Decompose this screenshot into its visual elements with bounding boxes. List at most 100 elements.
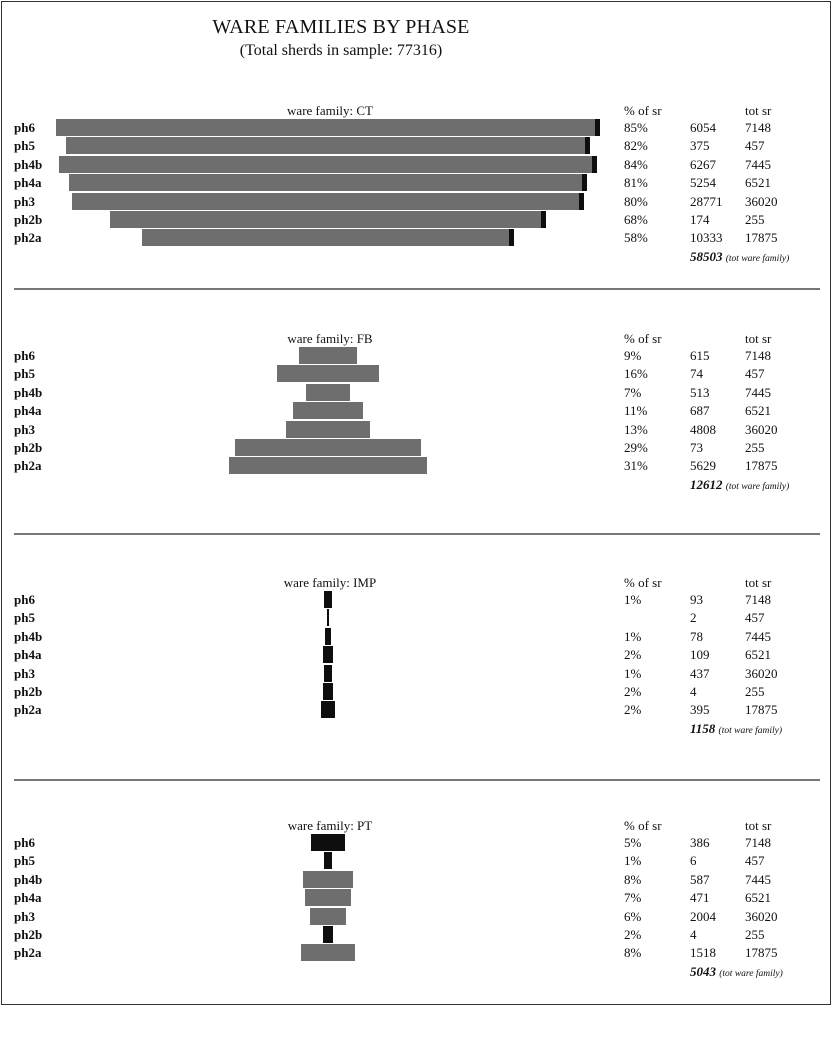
tot-value: 255	[745, 212, 765, 227]
phase-label: ph6	[14, 835, 35, 850]
pct-value: 7%	[624, 384, 642, 400]
phase-label: ph4b	[14, 384, 43, 400]
family-total-note: (tot ware family)	[719, 968, 783, 979]
bar-mark	[324, 664, 332, 682]
phase-label: ph6	[14, 120, 35, 135]
bar-mark	[59, 155, 597, 173]
phase-label: ph4a	[14, 403, 42, 419]
pct-value: 31%	[624, 458, 648, 474]
phase-label: ph2b	[14, 927, 43, 942]
pct-value: 1%	[624, 592, 642, 607]
bar-mark	[302, 870, 354, 888]
bar-mark	[286, 420, 370, 438]
tot-column-header: tot sr	[745, 103, 772, 118]
phase-label: ph2a	[14, 230, 42, 246]
tot-value: 6521	[745, 403, 771, 419]
count-value: 513	[690, 384, 710, 400]
phase-label: ph5	[14, 853, 35, 869]
tot-value: 7445	[745, 871, 771, 887]
count-value: 395	[690, 702, 710, 718]
count-value: 687	[690, 403, 710, 419]
pct-column-header: % of sr	[624, 331, 662, 346]
tot-value: 7148	[745, 835, 771, 850]
tot-value: 6521	[745, 890, 771, 906]
pct-value: 2%	[624, 684, 642, 699]
bar-mark	[323, 591, 333, 608]
tot-value: 255	[745, 440, 765, 455]
pct-value: 82%	[624, 138, 648, 154]
phase-label: ph5	[14, 366, 35, 382]
count-value: 615	[690, 348, 710, 363]
pct-value: 2%	[624, 647, 642, 663]
tot-value: 6521	[745, 647, 771, 663]
count-value: 386	[690, 835, 710, 850]
tot-value: 17875	[745, 230, 778, 246]
tot-value: 457	[745, 853, 765, 869]
bar-mark	[235, 439, 421, 456]
count-value: 28771	[690, 193, 723, 209]
pct-value: 1%	[624, 628, 642, 644]
bar-mark	[310, 834, 346, 851]
pct-value: 2%	[624, 702, 642, 718]
pct-value: 8%	[624, 871, 642, 887]
count-value: 174	[690, 212, 710, 227]
bar-edge-mark	[595, 119, 600, 136]
family-total-value: 58503	[690, 248, 723, 264]
phase-label: ph2b	[14, 440, 43, 455]
tot-value: 36020	[745, 421, 778, 437]
tot-value: 457	[745, 610, 765, 626]
tot-value: 255	[745, 684, 765, 699]
family-total-value: 1158	[690, 720, 716, 736]
bar-mark	[324, 627, 332, 645]
pct-column-header: % of sr	[624, 103, 662, 118]
pct-value: 81%	[624, 175, 648, 191]
ware-family-panel: ware family: IMP % of sr tot sr ph6 1% 93 7148…	[0, 572, 834, 812]
count-value: 1518	[690, 945, 716, 961]
pct-value: 8%	[624, 945, 642, 961]
pct-value: 1%	[624, 853, 642, 869]
family-title: ware family: CT	[287, 103, 373, 118]
count-value: 375	[690, 138, 710, 154]
phase-label: ph5	[14, 138, 35, 154]
family-title: ware family: PT	[287, 818, 373, 833]
phase-label: ph3	[14, 908, 35, 924]
bar-mark	[142, 229, 514, 247]
phase-label: ph4a	[14, 647, 42, 663]
count-value: 10333	[690, 230, 723, 246]
family-title: ware family: FB	[287, 331, 373, 346]
bar-edge-mark	[508, 229, 514, 247]
count-value: 2	[690, 610, 697, 626]
family-total: 58503 (tot ware family)	[690, 249, 789, 265]
pct-value: 5%	[624, 835, 642, 850]
count-value: 2004	[690, 908, 716, 924]
count-value: 4808	[690, 421, 716, 437]
pct-column-header: % of sr	[624, 575, 662, 590]
family-total-note: (tot ware family)	[718, 725, 783, 736]
tot-value: 36020	[745, 193, 778, 209]
bar-edge-mark	[579, 192, 584, 210]
bar-mark	[323, 852, 333, 870]
count-value: 6	[690, 853, 697, 869]
bar-mark	[56, 119, 600, 136]
pct-value: 29%	[624, 440, 648, 455]
family-total-note: (tot ware family)	[725, 481, 790, 492]
phase-label: ph4a	[14, 890, 42, 906]
phase-label: ph3	[14, 665, 35, 681]
phase-label: ph2a	[14, 702, 42, 718]
tot-value: 7148	[745, 120, 771, 135]
pct-value: 6%	[624, 908, 642, 924]
count-value: 109	[690, 647, 710, 663]
count-value: 587	[690, 871, 710, 887]
pct-value: 2%	[624, 927, 642, 942]
family-total: 5043 (tot ware family)	[690, 964, 783, 980]
tot-value: 6521	[745, 175, 771, 191]
pct-value: 80%	[624, 193, 648, 209]
tot-value: 17875	[745, 702, 778, 718]
tot-value: 17875	[745, 945, 778, 961]
bar-mark	[68, 174, 588, 192]
bar-mark	[322, 646, 334, 664]
section-divider	[14, 533, 820, 535]
family-title: ware family: IMP	[283, 575, 377, 590]
bar-mark	[320, 701, 336, 719]
pct-value: 84%	[624, 156, 648, 172]
